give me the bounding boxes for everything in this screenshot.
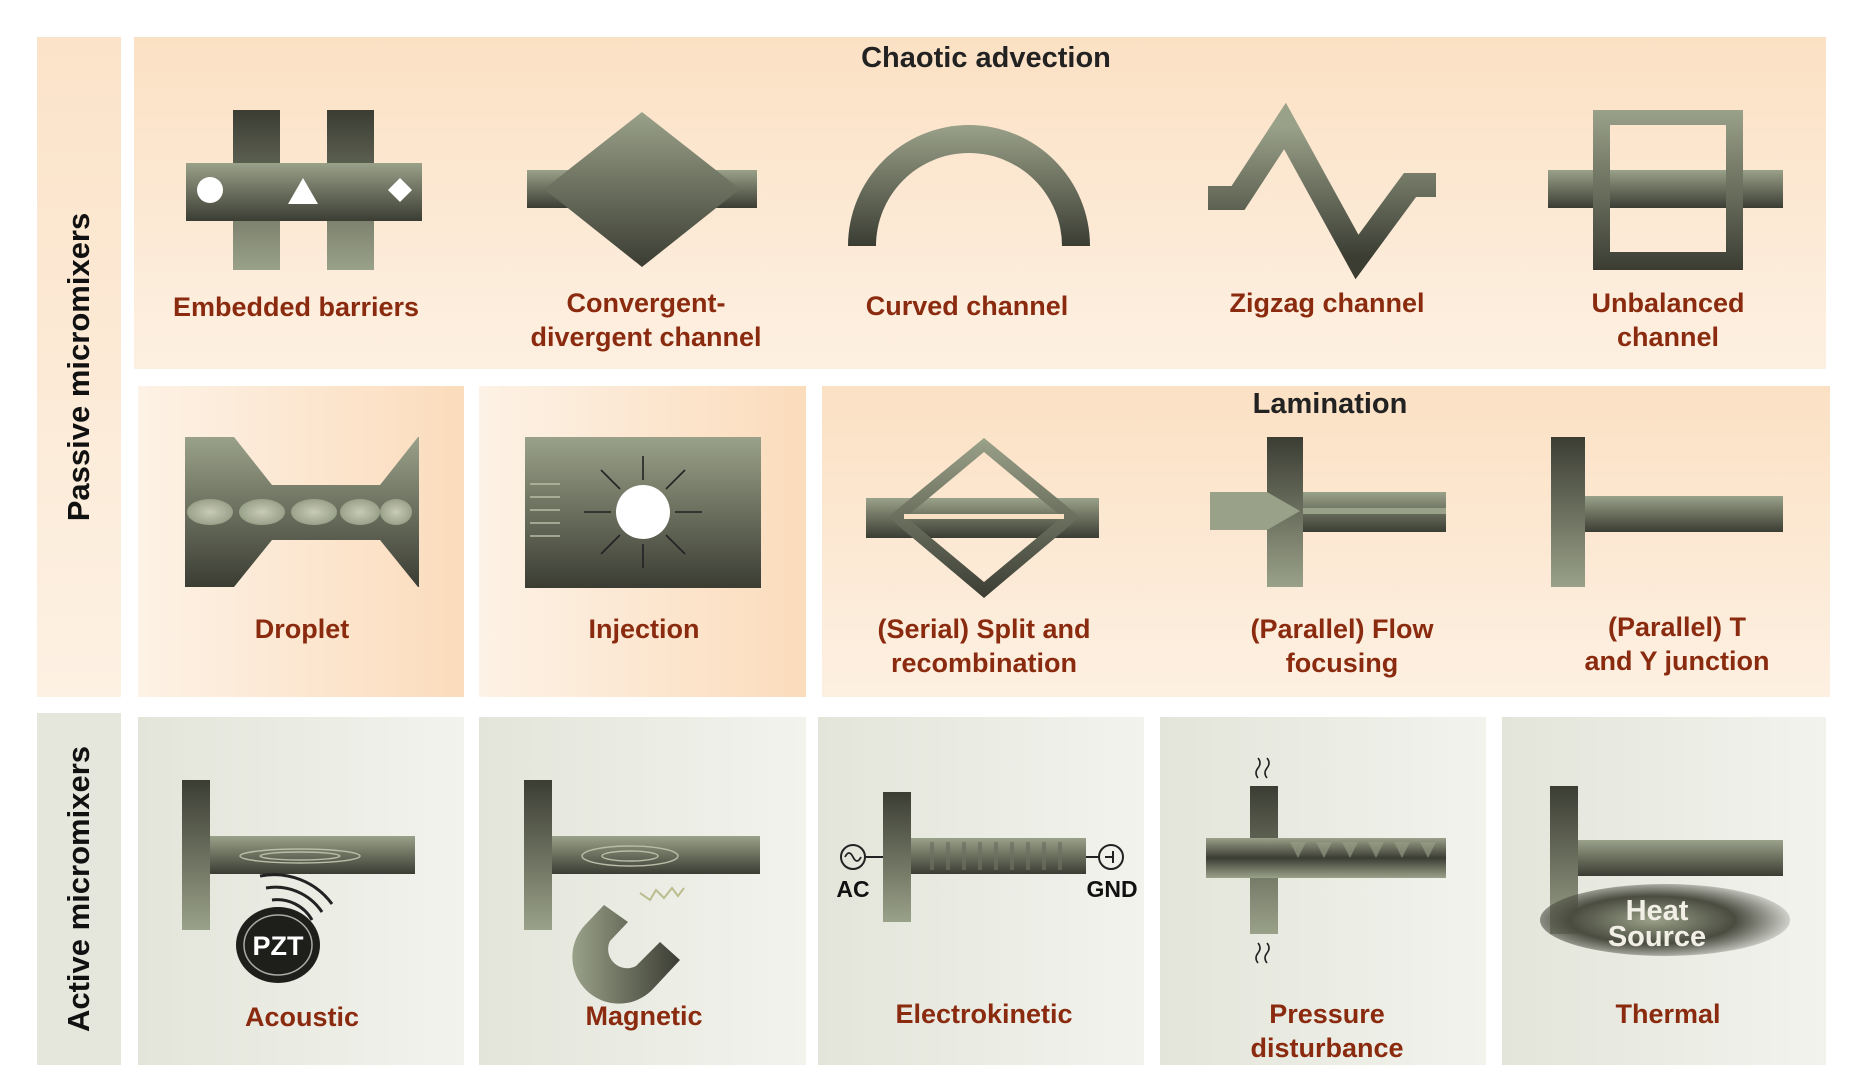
source-label: Source	[1608, 921, 1706, 953]
heat-label: Heat	[1626, 895, 1689, 927]
caption-pressure-disturbance: Pressure disturbance	[1250, 999, 1404, 1063]
caption-convergent-divergent: Convergent-divergent channel	[530, 288, 762, 352]
caption-electrokinetic: Electrokinetic	[895, 999, 1073, 1029]
caption-embedded-barriers: Embedded barriers	[172, 292, 420, 322]
curved-channel-diagram	[848, 125, 1090, 246]
pzt-label: PZT	[253, 931, 305, 961]
t-junction-diagram	[1551, 437, 1783, 587]
injection-diagram	[525, 437, 761, 588]
electrokinetic-panel	[818, 717, 1144, 1065]
caption-magnetic: Magnetic	[585, 1001, 703, 1031]
caption-zigzag-channel: Zigzag channel	[1229, 288, 1425, 318]
split-recombination-diagram	[866, 438, 1099, 598]
unbalanced-channel-diagram	[1548, 110, 1783, 270]
pressure-panel	[1160, 717, 1486, 1065]
caption-flow-focusing: (Parallel) Flow focusing	[1250, 614, 1434, 678]
lamination-panel	[822, 386, 1830, 697]
flow-focusing-diagram	[1210, 437, 1446, 587]
convergent-divergent-diagram	[527, 112, 757, 267]
pressure-disturbance-diagram	[1206, 757, 1446, 964]
droplet-diagram	[185, 437, 419, 587]
thermal-diagram	[1540, 786, 1790, 956]
caption-curved-channel: Curved channel	[865, 291, 1069, 321]
passive-sidebar: Passive micromixers	[37, 37, 121, 697]
caption-unbalanced-channel: Unbalanced channel	[1591, 288, 1745, 352]
lamination-title: Lamination	[1252, 388, 1408, 420]
caption-split-recombination: (Serial) Split and recombination	[877, 614, 1091, 678]
caption-thermal: Thermal	[1615, 999, 1721, 1029]
ac-label: AC	[836, 876, 869, 902]
caption-injection: Injection	[588, 614, 700, 644]
electrokinetic-diagram	[840, 792, 1124, 922]
active-sidebar: Active micromixers	[37, 713, 121, 1065]
magnetic-diagram	[524, 780, 760, 1004]
zigzag-channel-diagram	[1208, 102, 1436, 280]
acoustic-diagram	[182, 780, 415, 983]
gnd-label: GND	[1086, 876, 1137, 902]
caption-droplet: Droplet	[254, 614, 350, 644]
caption-acoustic: Acoustic	[244, 1002, 360, 1032]
chaotic-advection-title: Chaotic advection	[861, 42, 1111, 74]
embedded-barriers-diagram	[186, 110, 422, 270]
